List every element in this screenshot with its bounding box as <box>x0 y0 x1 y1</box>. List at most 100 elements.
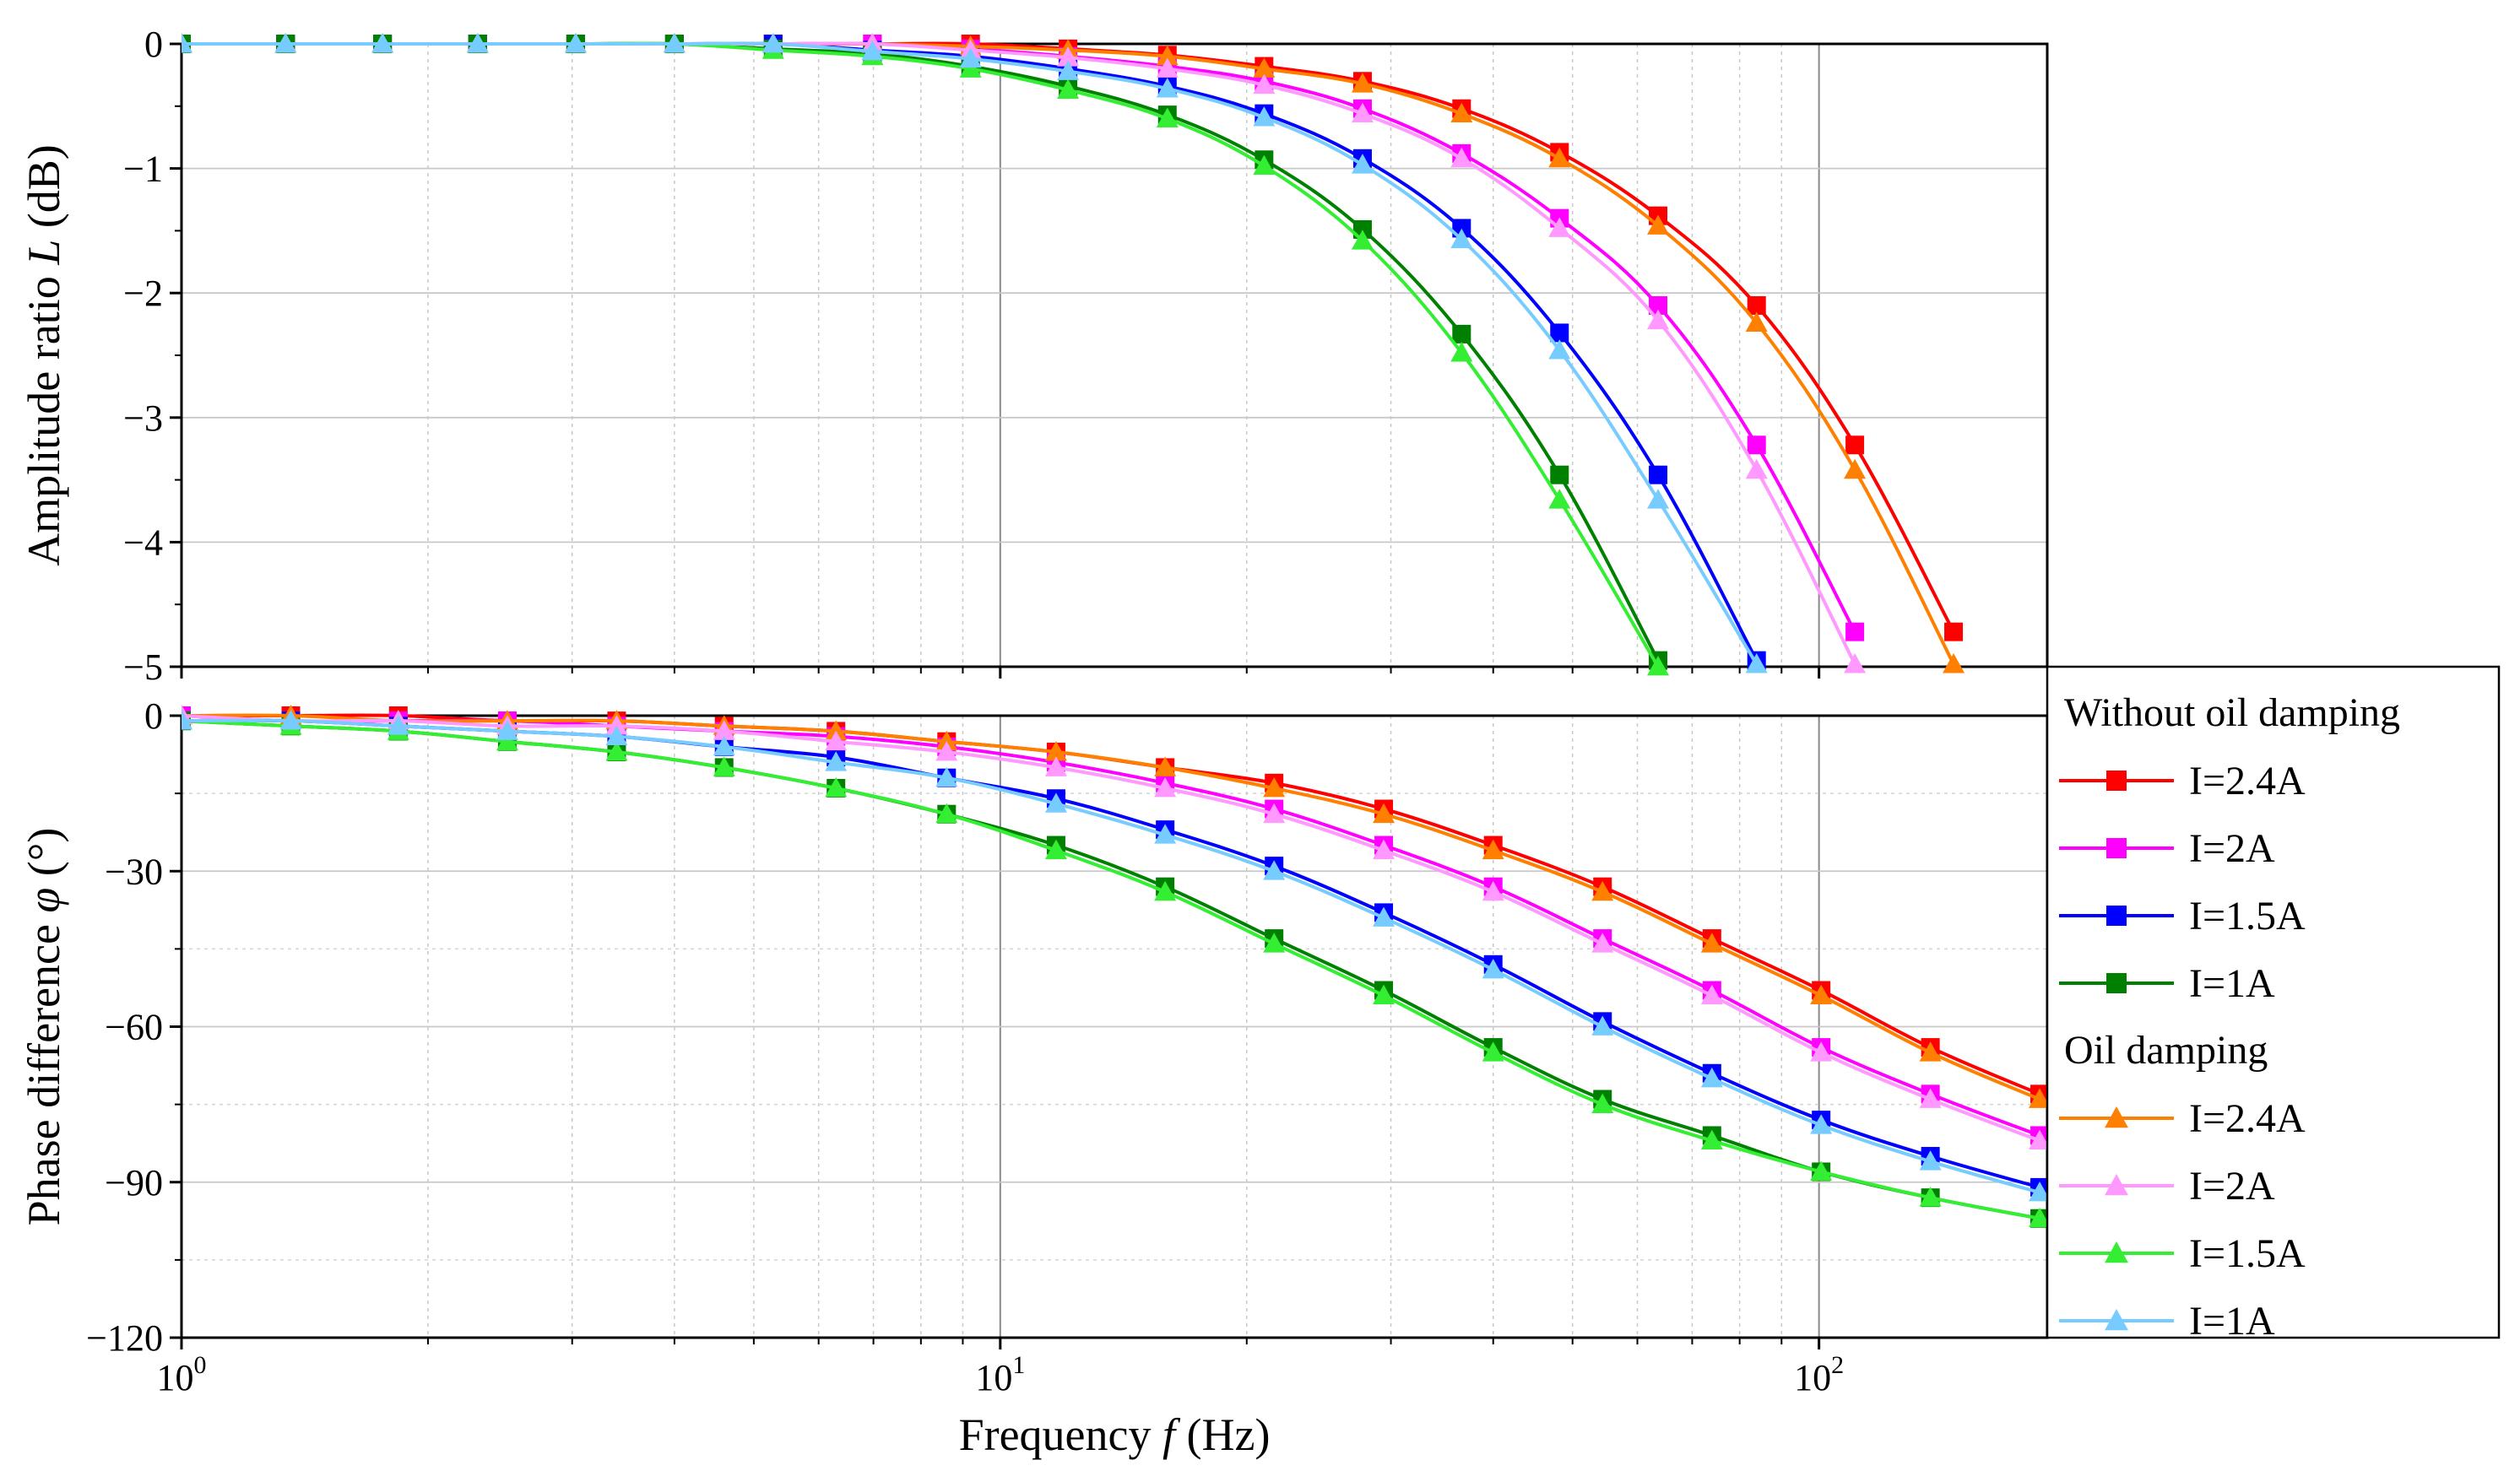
amplitude-point-triangle <box>1057 78 1080 100</box>
amplitude-point-square <box>1649 465 1668 484</box>
amplitude-point-triangle <box>1057 46 1080 67</box>
phase-point-triangle <box>1591 1015 1614 1036</box>
phase-point-triangle <box>1154 824 1177 844</box>
phase-point-triangle <box>1373 906 1395 927</box>
amplitude-point-triangle <box>564 33 587 53</box>
amplitude-point-square <box>1649 295 1668 315</box>
phase-point-triangle <box>1154 776 1177 798</box>
phase-point-triangle <box>1591 933 1614 953</box>
amplitude-point-triangle <box>1745 458 1768 479</box>
phase-point-triangle <box>387 715 409 735</box>
legend-item-label: I=2.4A <box>2189 1096 2306 1141</box>
legend-square-icon <box>2106 771 2127 791</box>
phase-ytick-label: −30 <box>105 851 163 892</box>
phase-point-triangle <box>1482 880 1504 901</box>
phase-point-triangle <box>825 730 848 751</box>
amplitude-point-triangle <box>663 33 686 53</box>
phase-point-triangle <box>1810 1160 1833 1181</box>
amplitude-point-triangle <box>1450 342 1473 362</box>
amplitude-point-triangle <box>1844 653 1867 673</box>
amplitude-ytick-label: −1 <box>123 149 163 190</box>
amplitude-point-triangle <box>1548 147 1571 168</box>
amplitude-ytick-label: −4 <box>123 522 163 563</box>
phase-point-triangle <box>825 720 848 740</box>
series-layer <box>182 33 2051 1228</box>
legend-item-label: I=1.5A <box>2189 1231 2306 1276</box>
amplitude-point-triangle <box>466 33 489 53</box>
phase-point-triangle <box>1154 880 1177 901</box>
amplitude-point-triangle <box>1057 60 1080 80</box>
phase-point-triangle <box>605 715 628 735</box>
x-axis-label: Frequency f (Hz) <box>959 1409 1271 1460</box>
phase-point-triangle <box>1810 1041 1833 1062</box>
amplitude-series-line <box>182 41 1759 666</box>
phase-point-triangle <box>496 720 518 740</box>
phase-point-triangle <box>1700 1129 1723 1150</box>
phase-point-triangle <box>1373 984 1395 1005</box>
phase-point-triangle <box>182 710 192 730</box>
phase-point-triangle <box>1044 792 1067 813</box>
amplitude-point-square <box>1845 435 1865 455</box>
phase-series <box>182 705 2051 1150</box>
phase-series <box>182 710 2051 1202</box>
xtick-label: 100 <box>157 1351 207 1398</box>
grid-layer <box>182 44 2047 1338</box>
phase-point-triangle <box>1482 839 1504 860</box>
xtick-label: 102 <box>1794 1351 1844 1398</box>
legend-item-label: I=1.5A <box>2189 894 2306 938</box>
amplitude-point-triangle <box>959 57 982 78</box>
phase-point-triangle <box>1482 1041 1504 1062</box>
amplitude-point-triangle <box>1253 154 1276 176</box>
amplitude-point-square <box>1944 622 1964 641</box>
amplitude-point-square <box>1747 295 1766 315</box>
phase-point-triangle <box>713 735 735 756</box>
phase-point-triangle <box>1919 1150 1942 1171</box>
amplitude-point-triangle <box>1253 57 1276 78</box>
amplitude-point-triangle <box>1156 107 1179 127</box>
phase-point-triangle <box>1919 1088 1942 1108</box>
amplitude-point-triangle <box>1450 228 1473 249</box>
phase-point-triangle <box>496 730 518 751</box>
phase-point-triangle <box>825 751 848 771</box>
phase-point-triangle <box>935 766 958 787</box>
amplitude-point-triangle <box>1745 311 1768 333</box>
legend-group-title: Oil damping <box>2064 1028 2268 1073</box>
amplitude-point-triangle <box>1844 458 1867 479</box>
amplitude-point-triangle <box>182 33 192 53</box>
amplitude-point-triangle <box>371 33 394 53</box>
amplitude-point-square <box>1747 435 1766 455</box>
amplitude-ytick-label: −2 <box>123 273 163 314</box>
amplitude-point-triangle <box>1156 78 1179 98</box>
amplitude-point-triangle <box>1156 57 1179 78</box>
phase-point-triangle <box>1919 1041 1942 1062</box>
phase-series-line <box>182 718 2040 1194</box>
amplitude-point-triangle <box>1647 656 1670 676</box>
legend: Without oil damping I=2.4A I=2A I=1.5A I=1A O… <box>2046 665 2501 1344</box>
amplitude-point-triangle <box>1647 309 1670 330</box>
amplitude-point-triangle <box>1450 102 1473 123</box>
amplitude-point-square <box>1452 324 1471 343</box>
legend-item-label: I=2.4A <box>2189 759 2306 803</box>
phase-point-triangle <box>1700 1067 1723 1088</box>
legend-triangle-icon <box>2105 1241 2128 1263</box>
amplitude-point-triangle <box>1156 45 1179 66</box>
amplitude-point-triangle <box>1450 147 1473 168</box>
amplitude-point-square <box>1550 323 1569 343</box>
phase-point-triangle <box>2029 1207 2051 1228</box>
amplitude-point-triangle <box>1351 102 1374 123</box>
phase-point-triangle <box>1263 860 1286 880</box>
amplitude-series <box>182 33 1768 673</box>
phase-point-triangle <box>935 740 958 761</box>
legend-group-title: Without oil damping <box>2064 690 2400 735</box>
amplitude-point-triangle <box>1548 217 1571 237</box>
amplitude-point-triangle <box>1647 489 1670 509</box>
amplitude-point-triangle <box>1548 339 1571 360</box>
legend-square-icon <box>2106 973 2127 993</box>
amplitude-point-square <box>1845 622 1865 641</box>
amplitude-point-triangle <box>1253 73 1276 95</box>
phase-point-triangle <box>1919 1187 1942 1207</box>
amplitude-point-triangle <box>1548 489 1571 509</box>
legend-square-icon <box>2106 906 2127 926</box>
phase-point-triangle <box>2029 1088 2051 1108</box>
